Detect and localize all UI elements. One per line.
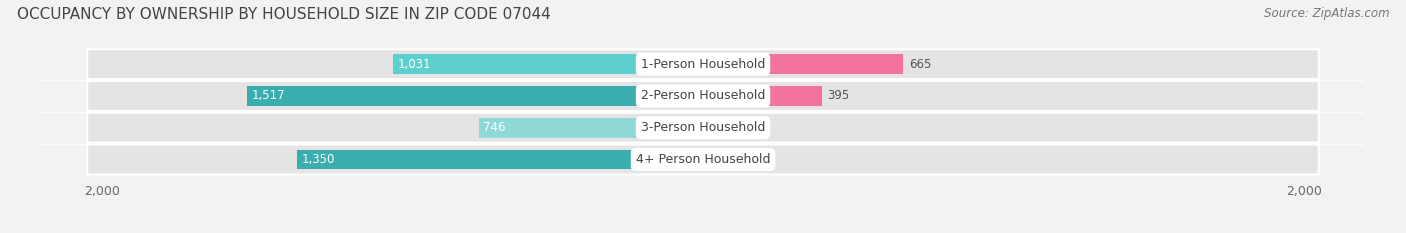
FancyBboxPatch shape — [87, 49, 1319, 79]
Text: 746: 746 — [484, 121, 506, 134]
Bar — [703, 86, 821, 106]
Bar — [703, 118, 718, 137]
Text: 2-Person Household: 2-Person Household — [641, 89, 765, 103]
Bar — [247, 86, 703, 106]
Bar — [479, 118, 703, 137]
Text: 53: 53 — [725, 121, 740, 134]
Bar — [703, 54, 903, 74]
FancyBboxPatch shape — [87, 144, 1319, 175]
Text: 64: 64 — [728, 153, 744, 166]
Text: 1,350: 1,350 — [302, 153, 336, 166]
Bar — [394, 54, 703, 74]
Text: 1-Person Household: 1-Person Household — [641, 58, 765, 71]
FancyBboxPatch shape — [87, 81, 1319, 111]
Text: OCCUPANCY BY OWNERSHIP BY HOUSEHOLD SIZE IN ZIP CODE 07044: OCCUPANCY BY OWNERSHIP BY HOUSEHOLD SIZE… — [17, 7, 551, 22]
Text: 1,031: 1,031 — [398, 58, 432, 71]
Text: 1,517: 1,517 — [252, 89, 285, 103]
Text: 3-Person Household: 3-Person Household — [641, 121, 765, 134]
Text: 4+ Person Household: 4+ Person Household — [636, 153, 770, 166]
Text: 665: 665 — [908, 58, 931, 71]
Bar — [703, 150, 723, 169]
Bar — [298, 150, 703, 169]
FancyBboxPatch shape — [87, 113, 1319, 143]
Text: 395: 395 — [828, 89, 849, 103]
Text: Source: ZipAtlas.com: Source: ZipAtlas.com — [1264, 7, 1389, 20]
